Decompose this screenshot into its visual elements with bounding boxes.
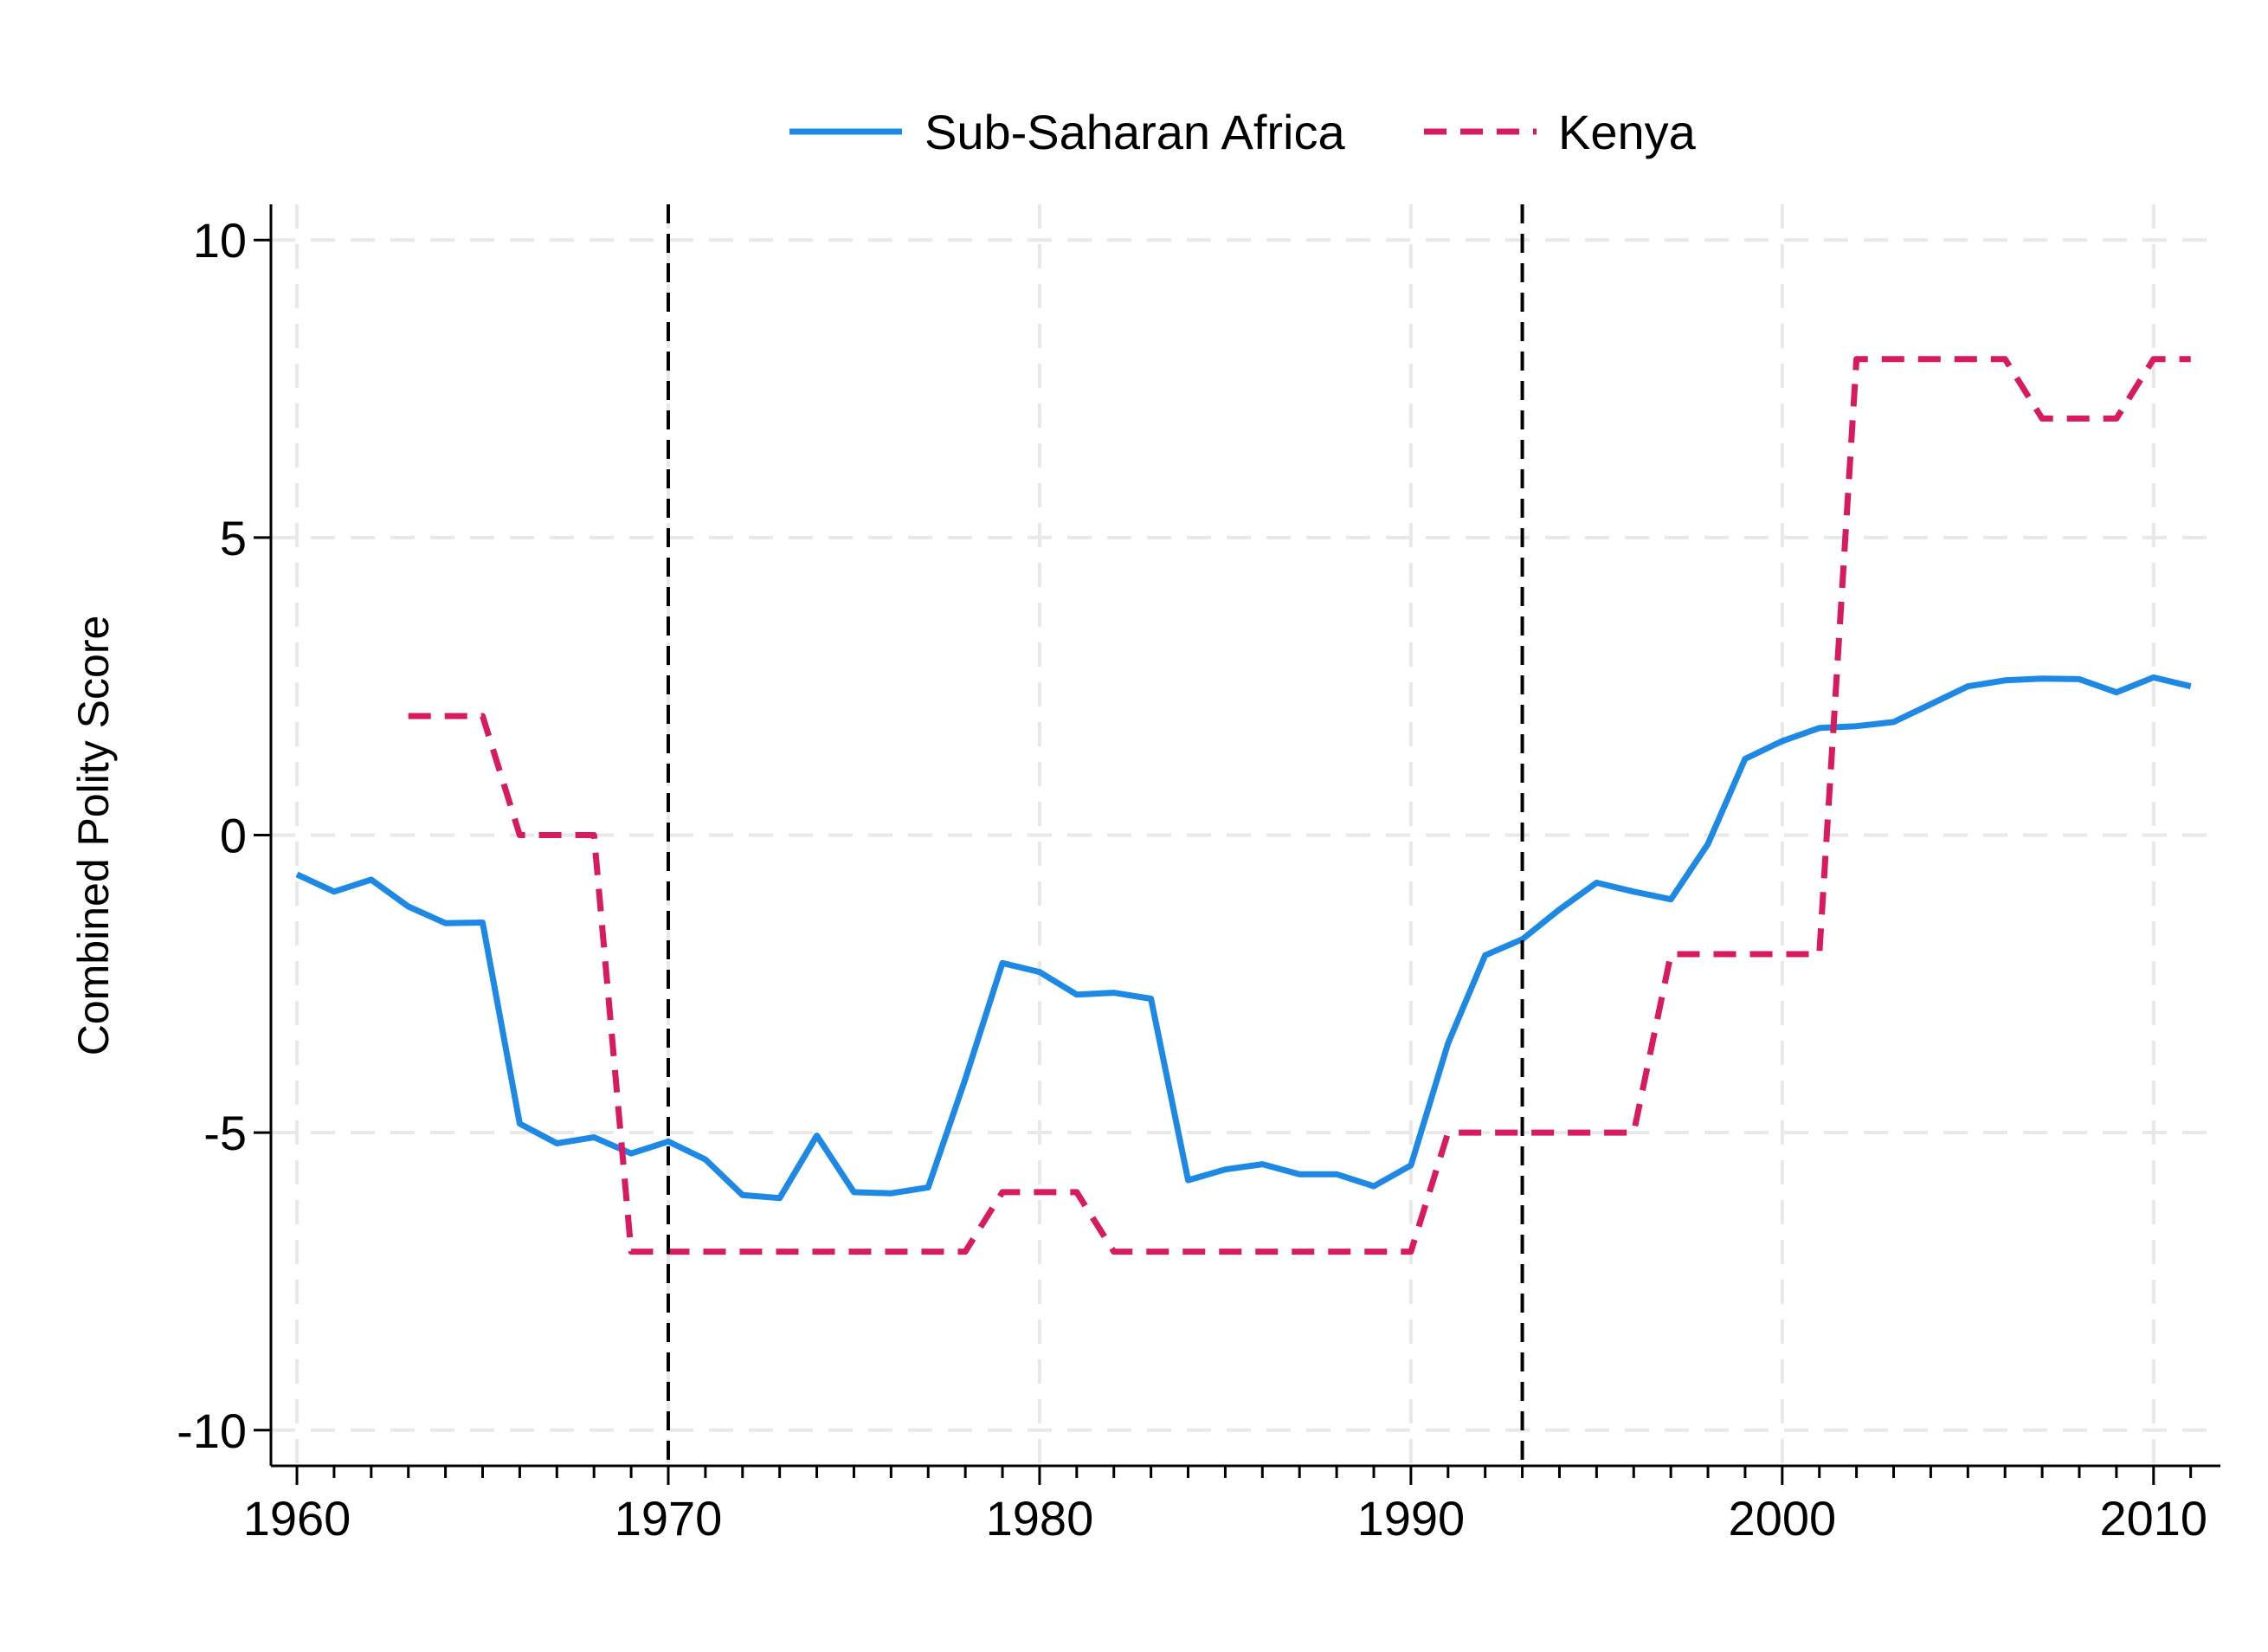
series-line-kenya — [408, 356, 2191, 1255]
x-tick-label: 2000 — [1729, 1491, 1837, 1546]
series-line-sub-saharan-africa — [295, 674, 2192, 1202]
y-tick-label: -10 — [177, 1404, 247, 1458]
x-tick-label: 1980 — [986, 1491, 1094, 1546]
y-tick-label: 0 — [220, 809, 247, 863]
x-tick-label: 1970 — [615, 1491, 723, 1546]
x-tick-label: 1960 — [243, 1491, 351, 1546]
series-layer — [295, 356, 2192, 1255]
legend-label: Kenya — [1558, 105, 1697, 159]
y-tick-label: 10 — [193, 213, 247, 268]
y-tick-label: -5 — [203, 1106, 247, 1160]
reference-lines — [666, 204, 1524, 1466]
y-axis-title: Combined Polity Score — [69, 616, 118, 1056]
tick-labels: 10 5 0 -5 -10 1960 1970 1980 1990 2000 2010 — [177, 213, 2207, 1546]
x-tick-label: 1990 — [1357, 1491, 1466, 1546]
y-tick-label: 5 — [220, 511, 247, 565]
axes — [254, 204, 2220, 1485]
legend-label: Sub-Saharan Africa — [925, 105, 1345, 159]
grid-layer — [271, 204, 2220, 1466]
legend: Sub-Saharan Africa Kenya — [789, 105, 1697, 159]
x-tick-label: 2010 — [2099, 1491, 2207, 1546]
